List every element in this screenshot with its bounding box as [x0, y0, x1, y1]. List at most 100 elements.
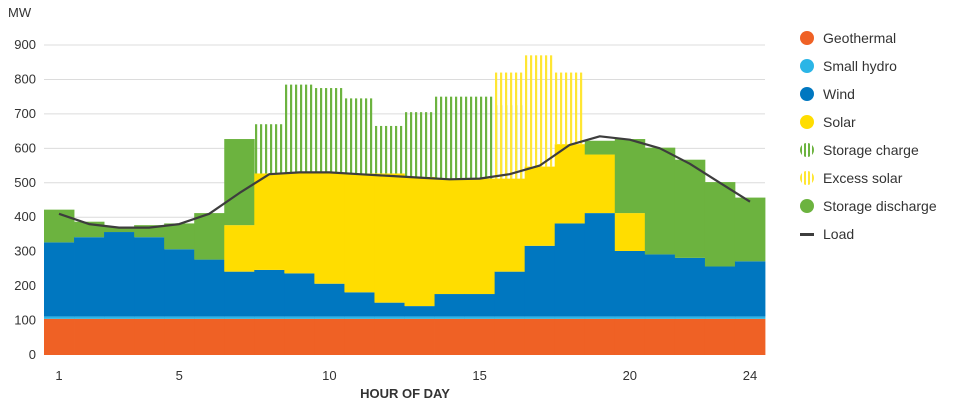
storage-discharge-bar: [734, 197, 766, 262]
y-tick-label: 200: [14, 278, 36, 293]
excess-solar-bar: [494, 72, 525, 179]
storage-discharge-bar: [584, 140, 616, 155]
geothermal-bar: [494, 318, 526, 355]
geothermal-bar: [554, 318, 586, 355]
storage-discharge-bar: [44, 209, 75, 243]
solar-bar: [254, 173, 285, 270]
y-tick-label: 900: [14, 37, 36, 52]
legend-item-storage-charge: Storage charge: [800, 136, 960, 164]
storage-discharge-swatch-icon: [800, 199, 814, 213]
small-hydro-bar: [44, 316, 75, 319]
wind-bar: [644, 254, 676, 317]
geothermal-bar: [104, 318, 135, 355]
geothermal-bar: [524, 318, 556, 355]
geothermal-bar: [434, 318, 465, 355]
geothermal-bar: [284, 318, 315, 355]
legend-item-excess-solar: Excess solar: [800, 164, 960, 192]
x-tick-label: 10: [322, 368, 336, 383]
wind-bar: [74, 237, 105, 317]
storage-charge-bar: [254, 124, 285, 174]
x-tick-label: 5: [176, 368, 183, 383]
y-axis: 0 100 200 300 400 500 600 700 800 900: [14, 37, 36, 362]
solar-bar: [284, 173, 315, 274]
storage-discharge-bar: [674, 159, 706, 258]
wind-bar: [284, 273, 315, 317]
geothermal-swatch-icon: [800, 31, 814, 45]
x-tick-label: 15: [472, 368, 486, 383]
solar-bar: [584, 154, 616, 214]
small-hydro-bar: [644, 316, 676, 319]
y-axis-title: MW: [8, 5, 32, 20]
small-hydro-bar: [734, 316, 766, 319]
geothermal-bar: [74, 318, 105, 355]
small-hydro-bar: [554, 316, 586, 319]
wind-bar: [494, 271, 526, 317]
legend-item-solar: Solar: [800, 108, 960, 136]
wind-bar: [704, 266, 736, 317]
wind-bar: [164, 249, 195, 317]
small-hydro-swatch-icon: [800, 59, 814, 73]
geothermal-bar: [134, 318, 165, 355]
excess-solar-bar: [524, 55, 555, 167]
storage-discharge-bar: [614, 139, 646, 214]
geothermal-bar: [44, 318, 75, 355]
geothermal-bar: [674, 318, 706, 355]
storage-charge-swatch-icon: [800, 143, 814, 157]
storage-discharge-bar: [704, 182, 736, 267]
y-tick-label: 100: [14, 313, 36, 328]
wind-bar: [614, 250, 646, 317]
legend-label-load: Load: [823, 226, 855, 242]
legend: Geothermal Small hydro Wind Solar Storag…: [800, 24, 960, 248]
geothermal-bar: [254, 318, 285, 355]
wind-bar: [344, 292, 375, 317]
legend-label-solar: Solar: [823, 114, 856, 130]
storage-charge-bar: [404, 112, 435, 177]
wind-bar: [674, 257, 706, 317]
load-line-icon: [800, 232, 814, 236]
wind-swatch-icon: [800, 87, 814, 101]
solar-bar: [404, 176, 435, 307]
wind-bar: [404, 306, 435, 317]
small-hydro-bar: [404, 316, 435, 319]
small-hydro-bar: [194, 316, 225, 319]
small-hydro-bar: [284, 316, 315, 319]
wind-bar: [464, 294, 496, 317]
storage-discharge-bar: [164, 223, 195, 250]
geothermal-bar: [164, 318, 195, 355]
solar-bar: [224, 225, 255, 272]
geothermal-bar: [644, 318, 676, 355]
small-hydro-bar: [494, 316, 526, 319]
wind-bar: [254, 269, 285, 317]
wind-bar: [104, 232, 135, 317]
y-tick-label: 600: [14, 140, 36, 155]
geothermal-bar: [194, 318, 225, 355]
geothermal-bar: [734, 318, 766, 355]
small-hydro-bar: [224, 316, 255, 319]
legend-label-small-hydro: Small hydro: [823, 58, 897, 74]
wind-bar: [194, 259, 225, 317]
small-hydro-bar: [344, 316, 375, 319]
geothermal-bar: [224, 318, 255, 355]
legend-item-small-hydro: Small hydro: [800, 52, 960, 80]
y-tick-label: 500: [14, 175, 36, 190]
solar-bar: [554, 144, 586, 224]
y-tick-label: 300: [14, 244, 36, 259]
solar-bar: [434, 178, 465, 295]
storage-charge-bar: [344, 98, 375, 174]
small-hydro-bar: [584, 316, 616, 319]
wind-bar: [314, 283, 345, 317]
x-axis-title: HOUR OF DAY: [360, 386, 450, 401]
solar-bar: [614, 213, 646, 251]
load-line-group: [58, 135, 751, 229]
small-hydro-bar: [254, 316, 285, 319]
y-tick-label: 700: [14, 106, 36, 121]
legend-label-geothermal: Geothermal: [823, 30, 897, 46]
excess-solar-bar: [554, 72, 585, 145]
storage-discharge-bar: [644, 147, 676, 255]
x-axis: 1 5 10 15 20 24: [55, 368, 757, 383]
legend-item-wind: Wind: [800, 80, 960, 108]
legend-item-storage-discharge: Storage discharge: [800, 192, 960, 220]
excess-solar-swatch-icon: [800, 171, 814, 185]
small-hydro-bar: [134, 316, 165, 319]
legend-label-storage-discharge: Storage discharge: [823, 198, 937, 214]
